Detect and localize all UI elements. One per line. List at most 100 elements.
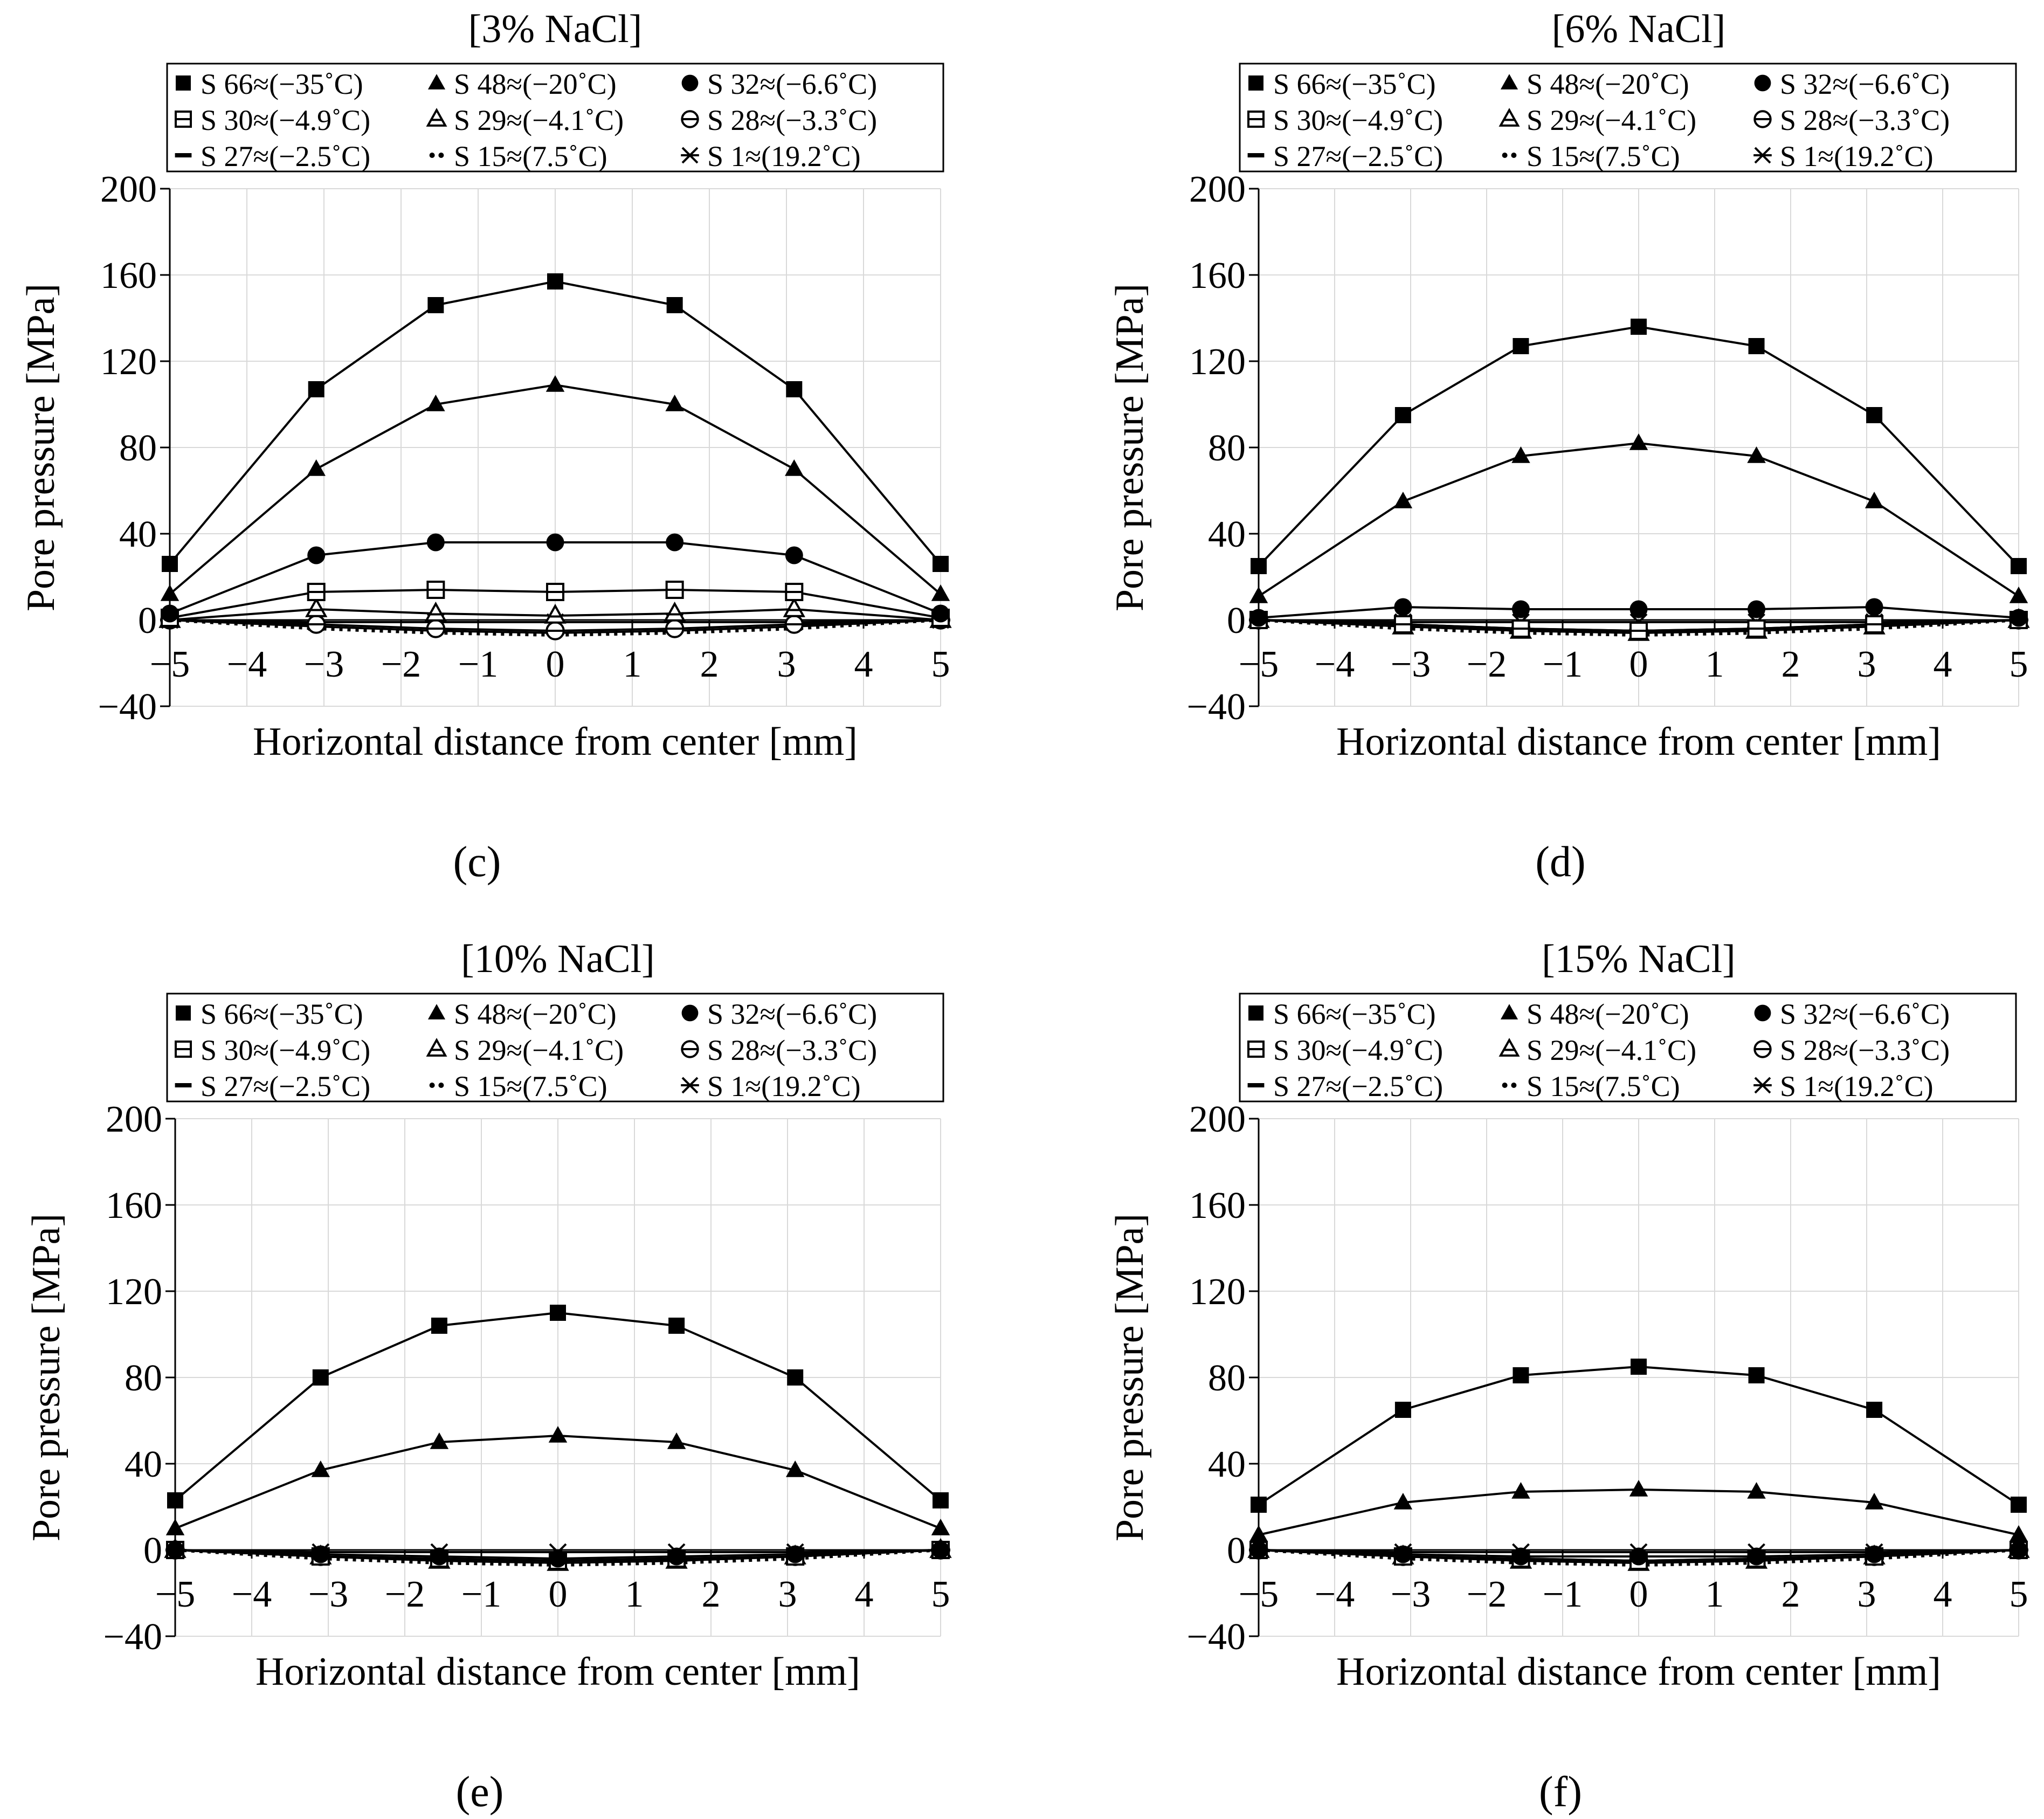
data-point-S66 <box>1251 558 1267 574</box>
x-tick-label: 0 <box>549 1574 568 1615</box>
legend-label-S15: S 15≈(7.5˚C) <box>454 1070 607 1103</box>
data-point-S66 <box>308 381 324 397</box>
data-point-S32 <box>666 533 684 552</box>
legend-marker-S15-dot2 <box>438 153 444 158</box>
legend-label-S48: S 48≈(−20˚C) <box>454 68 617 100</box>
legend-marker-S48 <box>1500 74 1518 89</box>
legend-marker-S48 <box>427 1004 446 1019</box>
data-point-S66 <box>427 297 444 313</box>
x-tick-label: 3 <box>777 644 796 685</box>
data-point-S29 <box>783 597 805 617</box>
series-S66 <box>162 273 949 572</box>
legend-label-S30: S 30≈(−4.9˚C) <box>1273 1034 1443 1066</box>
data-point-S30 <box>426 581 445 599</box>
legend-marker-S29-tri <box>1499 108 1520 127</box>
data-point-S28 <box>306 615 326 634</box>
y-tick-label: 0 <box>1227 1530 1246 1572</box>
legend-label-S48: S 48≈(−20˚C) <box>1527 68 1689 100</box>
data-point-S30 <box>1511 619 1530 638</box>
data-point-S29-tri <box>544 603 567 624</box>
data-point-S32 <box>549 1549 567 1568</box>
data-point-S32 <box>426 533 445 552</box>
data-point-S66 <box>933 1492 949 1508</box>
x-tick-label: 5 <box>2010 644 2028 685</box>
data-point-S28 <box>665 619 685 638</box>
x-tick-label: −5 <box>1239 644 1279 685</box>
data-point-S32 <box>1629 600 1648 618</box>
data-point-S48 <box>1629 1480 1648 1497</box>
series-S48 <box>1249 1480 2028 1542</box>
series-S66 <box>1251 319 2027 574</box>
legend-marker-S15-dot1 <box>1502 1083 1508 1088</box>
data-point-S32 <box>1748 1547 1766 1566</box>
legend-marker-S30 <box>1247 111 1265 128</box>
data-point-S48 <box>1511 446 1530 463</box>
legend-label-S32: S 32≈(−6.6˚C) <box>1780 68 1950 100</box>
data-point-S32 <box>1394 1545 1412 1563</box>
legend-marker-S15 <box>1502 153 1517 158</box>
legend-label-S29: S 29≈(−4.1˚C) <box>454 1034 624 1066</box>
x-tick-label: −4 <box>1315 644 1355 685</box>
x-tick-label: 0 <box>546 644 565 685</box>
x-tick-label: 2 <box>702 1574 721 1615</box>
y-tick-label: 160 <box>100 255 157 297</box>
x-tick-label: 1 <box>623 644 642 685</box>
legend-marker-S15-dot2 <box>1511 1083 1517 1088</box>
legend-box <box>1239 63 2017 173</box>
y-tick-label: 40 <box>1208 514 1246 555</box>
data-point-S32 <box>1249 609 1268 627</box>
data-point-S29 <box>663 601 686 622</box>
legend-marker-S66 <box>1248 75 1263 91</box>
data-point-S32 <box>2010 609 2028 627</box>
data-point-S48 <box>667 1432 686 1449</box>
data-point-S48 <box>430 1432 449 1449</box>
data-point-S48 <box>165 1519 185 1535</box>
legend-marker-S15-dot1 <box>429 1083 435 1088</box>
y-tick-label: 80 <box>119 428 157 469</box>
legend-label-S28: S 28≈(−3.3˚C) <box>707 104 877 136</box>
data-point-S48 <box>548 1426 568 1443</box>
x-tick-label: −1 <box>461 1574 501 1615</box>
chart-panel-c: [3% NaCl] −40 0 40 80 120 160 200 −5 −4 −3 −2 −1 0 1 2 3… <box>19 7 952 886</box>
data-point-S32 <box>166 1541 184 1559</box>
x-tick-label: −4 <box>1315 1574 1355 1615</box>
x-tick-label: −4 <box>227 644 267 685</box>
legend-label-S1: S 1≈(19.2˚C) <box>1780 140 1933 173</box>
y-tick-label: −40 <box>98 686 157 728</box>
x-tick-label: 2 <box>700 644 719 685</box>
legend-label-S29: S 29≈(−4.1˚C) <box>1527 104 1696 136</box>
x-tick-label: −1 <box>458 644 498 685</box>
data-point-S48 <box>1393 1493 1413 1510</box>
data-point-S66 <box>1866 1402 1883 1418</box>
x-tick-label: 5 <box>931 644 950 685</box>
y-axis-label: Pore pressure [MPa] <box>19 284 63 611</box>
data-point-S66 <box>787 1369 804 1386</box>
y-tick-label: 160 <box>106 1185 162 1227</box>
legend-marker-S29 <box>1499 1038 1520 1057</box>
series-S66 <box>1251 1359 2027 1513</box>
data-point-S30 <box>665 581 684 599</box>
data-point-S66 <box>1631 1359 1647 1375</box>
data-point-S48 <box>785 1460 805 1477</box>
x-tick-label: 4 <box>855 1574 874 1615</box>
legend-marker-S29 <box>1499 108 1520 127</box>
legend-marker-S32 <box>681 74 699 92</box>
data-point-S32 <box>1249 1541 1268 1559</box>
series-S32 <box>166 1541 950 1568</box>
series-S48 <box>1249 433 2028 603</box>
chart-title: [3% NaCl] <box>468 7 643 51</box>
data-point-S29-tri <box>783 597 805 617</box>
x-tick-label: −2 <box>1467 1574 1507 1615</box>
data-point-S66 <box>666 297 683 313</box>
y-tick-label: 80 <box>1208 428 1246 469</box>
chart-panel-d: [6% NaCl] −40 0 40 80 120 160 200 −5 −4 −3 −2 −1 0 1 2 3… <box>1108 7 2030 886</box>
y-tick-label: −40 <box>1187 686 1246 728</box>
legend-label-S66: S 66≈(−35˚C) <box>1273 68 1436 100</box>
y-tick-label: 120 <box>1189 341 1246 383</box>
legend-marker-S15-dot1 <box>1502 153 1508 158</box>
series-S32 <box>1249 598 2028 627</box>
legend-marker-S15 <box>429 153 444 158</box>
y-axis-label: Pore pressure [MPa] <box>24 1214 68 1541</box>
x-tick-label: −3 <box>304 644 344 685</box>
legend-box <box>1239 993 2017 1103</box>
